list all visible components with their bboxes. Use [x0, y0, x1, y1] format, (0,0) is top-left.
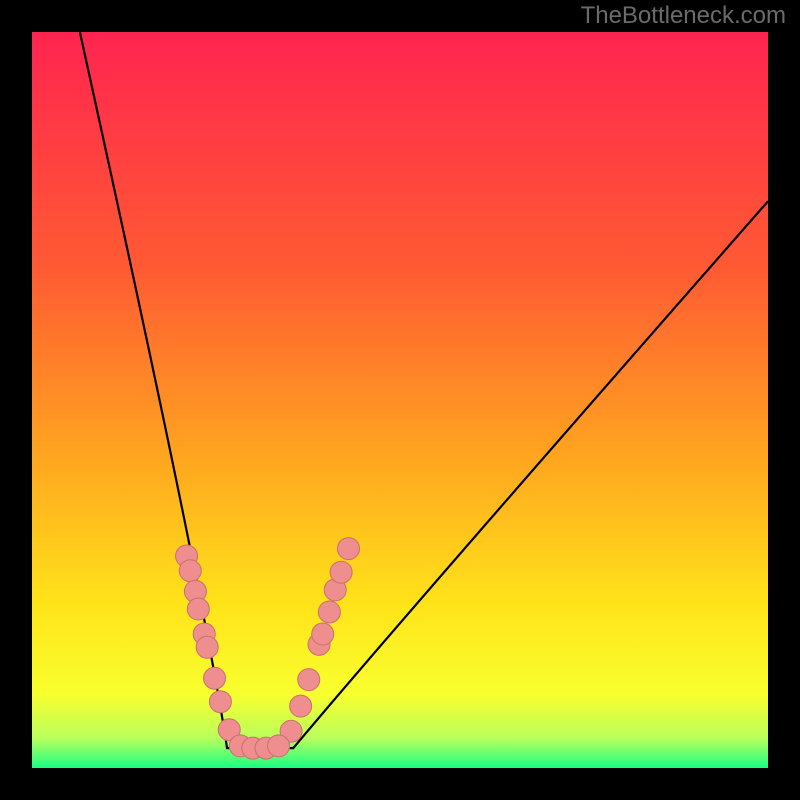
data-marker: [330, 561, 352, 583]
data-marker: [268, 735, 290, 757]
data-marker: [179, 560, 201, 582]
data-marker: [290, 695, 312, 717]
data-marker: [318, 601, 340, 623]
data-marker: [337, 538, 359, 560]
data-marker: [209, 691, 231, 713]
data-marker: [204, 667, 226, 689]
figure-root: TheBottleneck.com: [0, 0, 800, 800]
data-marker: [187, 598, 209, 620]
data-marker: [312, 623, 334, 645]
data-marker: [196, 636, 218, 658]
data-marker: [298, 669, 320, 691]
bottleneck-curve: [80, 32, 768, 748]
curve-layer: [0, 0, 800, 800]
